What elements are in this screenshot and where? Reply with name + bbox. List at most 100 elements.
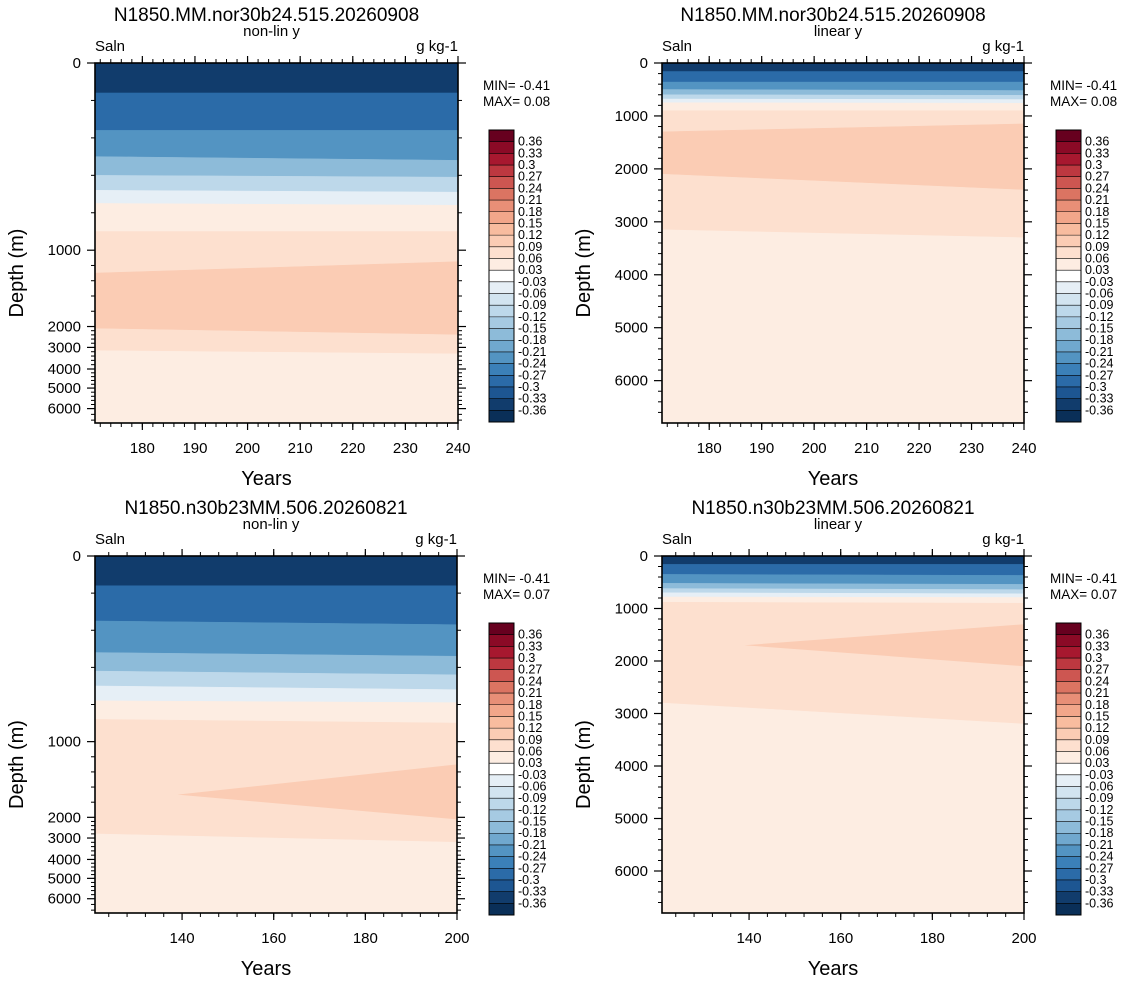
salinity-band-4 bbox=[662, 583, 1024, 590]
colorbar-swatch bbox=[1056, 176, 1081, 189]
colorbar-swatch bbox=[489, 153, 514, 166]
colorbar-swatch bbox=[489, 658, 514, 671]
colorbar-label: -0.09 bbox=[518, 791, 547, 805]
salinity-band-9 bbox=[95, 261, 458, 336]
colorbar-swatch bbox=[489, 351, 514, 364]
x-tick-label: 220 bbox=[340, 440, 365, 457]
colorbar-swatch bbox=[489, 786, 514, 799]
colorbar-swatch bbox=[489, 903, 514, 916]
x-tick-label: 190 bbox=[749, 440, 774, 457]
salinity-band-1 bbox=[95, 63, 458, 94]
colorbar-swatch bbox=[1056, 844, 1081, 857]
colorbar-label: 0.36 bbox=[1085, 628, 1109, 642]
panel-title: N1850.MM.nor30b24.515.20260908 bbox=[114, 5, 419, 26]
colorbar-label: 0.33 bbox=[518, 639, 542, 653]
colorbar: 0.360.330.30.270.240.210.180.150.120.090… bbox=[488, 622, 547, 916]
colorbar-swatch bbox=[1056, 188, 1081, 201]
plot-area bbox=[95, 63, 458, 423]
colorbar-swatch bbox=[1056, 821, 1081, 834]
x-tick-label: 180 bbox=[353, 930, 378, 947]
colorbar-label: 0.21 bbox=[1085, 193, 1109, 207]
colorbar-swatch bbox=[1056, 774, 1081, 787]
colorbar-label: 0.03 bbox=[1085, 263, 1109, 277]
colorbar-swatch bbox=[489, 211, 514, 224]
colorbar-swatch bbox=[489, 634, 514, 647]
colorbar-label: 0.03 bbox=[518, 263, 542, 277]
colorbar-swatch bbox=[1056, 351, 1081, 364]
salinity-band-8 bbox=[662, 110, 1024, 133]
axis-scale-label: linear y bbox=[814, 516, 863, 533]
colorbar-swatch bbox=[1056, 634, 1081, 647]
colorbar-label: 0.15 bbox=[518, 709, 542, 723]
colorbar-label: 0.03 bbox=[518, 756, 542, 770]
colorbar-label: 0.24 bbox=[518, 674, 542, 688]
colorbar-label: -0.36 bbox=[1085, 403, 1114, 417]
colorbar-label: -0.24 bbox=[518, 850, 547, 864]
units-label: g kg-1 bbox=[416, 38, 458, 55]
salinity-band-3 bbox=[662, 81, 1024, 91]
colorbar-swatch bbox=[1056, 704, 1081, 717]
x-tick-label: 200 bbox=[1011, 930, 1036, 947]
salinity-band-1 bbox=[662, 63, 1024, 72]
y-tick-label: 5000 bbox=[615, 811, 648, 828]
colorbar-label: 0.18 bbox=[518, 205, 542, 219]
salinity-band-4 bbox=[662, 89, 1024, 96]
y-tick-label: 6000 bbox=[615, 373, 648, 390]
salinity-band-6 bbox=[95, 190, 458, 206]
colorbar-swatch bbox=[489, 188, 514, 201]
units-label: g kg-1 bbox=[982, 531, 1024, 548]
colorbar-swatch bbox=[489, 833, 514, 846]
plot-area bbox=[95, 556, 457, 913]
x-tick-label: 210 bbox=[288, 440, 313, 457]
colorbar-label: 0.06 bbox=[1085, 251, 1109, 265]
salinity-band-5 bbox=[662, 588, 1024, 595]
colorbar-swatch bbox=[489, 223, 514, 236]
x-axis-title: Years bbox=[808, 958, 858, 980]
colorbar-swatch bbox=[489, 716, 514, 729]
colorbar-label: 0.27 bbox=[518, 663, 542, 677]
salinity-band-2 bbox=[662, 564, 1024, 576]
y-tick-label: 1000 bbox=[48, 734, 81, 751]
colorbar-label: -0.12 bbox=[1085, 803, 1114, 817]
colorbar-label: 0.09 bbox=[1085, 733, 1109, 747]
colorbar-swatch bbox=[1056, 258, 1081, 271]
colorbar-swatch bbox=[489, 728, 514, 741]
colorbar-swatch bbox=[1056, 681, 1081, 694]
colorbar-label: 0.3 bbox=[518, 651, 535, 665]
colorbar-label: -0.36 bbox=[518, 896, 547, 910]
colorbar-swatch bbox=[489, 305, 514, 318]
colorbar-swatch bbox=[489, 879, 514, 892]
y-tick-label: 5000 bbox=[615, 320, 648, 337]
colorbar-swatch bbox=[1056, 833, 1081, 846]
colorbar-swatch bbox=[1056, 716, 1081, 729]
y-axis-title: Depth (m) bbox=[573, 229, 595, 318]
colorbar-label: -0.09 bbox=[518, 298, 547, 312]
colorbar-label: 0.12 bbox=[518, 228, 542, 242]
colorbar-swatch bbox=[489, 856, 514, 869]
salinity-band-7 bbox=[662, 596, 1024, 604]
salinity-band-8 bbox=[662, 601, 1024, 725]
salinity-band-9 bbox=[662, 123, 1024, 191]
colorbar-swatch bbox=[489, 363, 514, 376]
colorbar-frame bbox=[1055, 622, 1082, 916]
y-tick-label: 2000 bbox=[615, 161, 648, 178]
colorbar-label: -0.06 bbox=[518, 287, 547, 301]
colorbar-label: -0.06 bbox=[1085, 287, 1114, 301]
colorbar-label: -0.3 bbox=[518, 873, 540, 887]
colorbar-swatch bbox=[489, 375, 514, 388]
salinity-band-9 bbox=[95, 833, 457, 913]
colorbar-swatch bbox=[1056, 410, 1081, 423]
y-tick-label: 2000 bbox=[615, 653, 648, 670]
colorbar-swatch bbox=[489, 246, 514, 259]
colorbar-label: -0.33 bbox=[1085, 392, 1114, 406]
colorbar-label: -0.09 bbox=[1085, 791, 1114, 805]
colorbar-label: -0.06 bbox=[1085, 780, 1114, 794]
x-tick-label: 200 bbox=[444, 930, 469, 947]
colorbar-swatch bbox=[1056, 141, 1081, 154]
salinity-band-6 bbox=[662, 98, 1024, 104]
colorbar-label: -0.18 bbox=[518, 333, 547, 347]
colorbar-label: -0.36 bbox=[1085, 896, 1114, 910]
units-label: g kg-1 bbox=[415, 531, 457, 548]
max-value-text: MAX= 0.07 bbox=[1050, 587, 1117, 602]
colorbar-swatch bbox=[489, 281, 514, 294]
